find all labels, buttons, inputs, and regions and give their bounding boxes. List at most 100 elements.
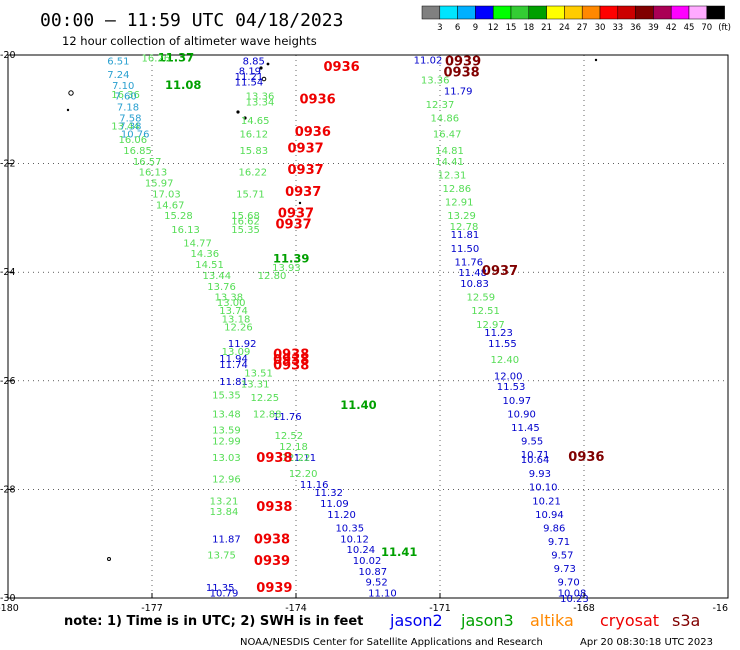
island-marker [266,62,270,66]
data-point-label: 10.64 [521,455,550,466]
data-point-label: 11.48 [458,268,487,279]
data-point-label: 0939 [254,554,290,569]
data-point-label: 0937 [276,217,312,232]
data-point-label: 12.51 [471,306,500,317]
data-point-label: 0938 [273,359,309,374]
data-point-label: 12.86 [442,184,471,195]
data-point-label: 12.96 [212,475,241,486]
data-point-label: 16.85 [123,146,152,157]
data-point-label: 9.70 [558,578,580,589]
colorbar-label: 15 [506,23,517,33]
data-point-label: 13.18 [222,314,251,325]
data-point-label: 10.12 [340,534,369,545]
data-point-label: 11.50 [451,244,480,255]
data-point-label: 12.52 [274,431,303,442]
colorbar-swatch [653,5,672,20]
data-point-label: 14.81 [435,146,464,157]
island-marker [68,90,74,96]
data-point-label: 13.44 [111,122,140,133]
data-point-label: 12.31 [438,170,467,181]
data-point-label: 0936 [295,125,331,140]
colorbar-swatch [475,5,494,20]
data-point-label: 12.97 [476,320,505,331]
colorbar-swatch [510,5,530,20]
data-point-label: 11.23 [484,328,513,339]
colorbar-label: 70 [701,23,712,33]
data-point-label: 11.20 [327,510,356,521]
colorbar-swatch [492,5,512,20]
data-point-label: 9.57 [551,551,573,562]
data-point-label: 7.60 [114,92,136,103]
data-point-label: 10.79 [210,589,239,600]
data-point-label: 13.48 [212,409,241,420]
data-point-label: 16.26 [142,54,171,65]
data-point-label: 10.90 [507,409,536,420]
data-point-label: 0938 [273,348,309,363]
data-point-label: 16.13 [139,168,168,179]
colorbar-swatch [528,5,547,20]
data-point-label: 16.62 [231,217,260,228]
data-point-label: 11.09 [320,499,349,510]
data-point-label: 15.28 [164,211,193,222]
data-point-label: 12.26 [224,323,253,334]
axis-ticks: -180 -177 -174 -171 -168 -16 -20 -22 -24 -26 -28 -3… [0,50,729,614]
colorbar-label: 27 [577,23,588,33]
data-point-label: 10.83 [460,279,489,290]
legend-entry-cryosat: cryosat [600,611,659,630]
y-tick-label: -20 [0,50,16,61]
data-point-label: 0938 [254,532,290,547]
colorbar-swatch [635,5,654,20]
data-point-label: 11.35 [206,583,235,594]
data-point-label: 14.65 [241,116,270,127]
data-point-label: 12.00 [494,371,523,382]
data-point-label: 10.71 [521,450,550,461]
colorbar-label: 24 [559,23,570,33]
data-point-label: 13.00 [217,298,246,309]
x-tick-label: -168 [573,603,595,614]
data-point-label: 12.22 [282,453,311,464]
data-point-label: 13.38 [214,293,243,304]
data-point-label: 0937 [285,185,321,200]
legend-entry-jason3: jason3 [460,611,514,630]
island-marker [261,76,267,82]
x-tick-label: -177 [141,603,163,614]
colorbar-swatch [564,5,583,20]
data-point-label: 11.11 [287,453,316,464]
colorbar-swatch [421,5,441,20]
data-point-label: 10.02 [353,556,382,567]
island-marker [259,66,263,70]
x-tick-label: -16 [712,603,728,614]
data-point-label: 8.85 [243,56,265,67]
data-point-label: 9.71 [548,537,570,548]
data-point-label: 13.29 [447,211,476,222]
data-point-label: 14.86 [430,113,459,124]
data-point-label: 12.18 [279,442,308,453]
legend: jason2 jason3 altika cryosat s3a [389,611,700,630]
data-point-label: 15.83 [239,146,268,157]
data-point-label: 15.35 [212,390,241,401]
data-point-label: 15.35 [231,225,260,236]
data-point-label: 11.92 [228,339,257,350]
legend-entry-jason2: jason2 [389,611,443,630]
data-point-label: 12.88 [253,409,282,420]
data-point-label: 16.47 [433,130,462,141]
data-point-label: 11.79 [444,86,473,97]
data-point-label: 10.76 [121,130,150,141]
colorbar-swatch [599,5,619,20]
colorbar-label: 3 [437,23,442,33]
data-point-label: 7.24 [107,70,129,81]
plot-area [7,54,729,599]
island-marker [298,201,302,205]
data-point-label: 0937 [278,207,314,222]
data-point-label: 11.94 [219,354,248,365]
colorbar-label: 42 [666,23,677,33]
data-point-label: 11.45 [511,423,540,434]
data-point-label: 10.08 [558,589,587,600]
colorbar-swatch [457,5,476,20]
data-point-label: 10.94 [535,510,564,521]
x-tick-label: -180 [0,603,19,614]
island-marker [243,116,247,120]
island-marker [594,58,598,62]
data-point-label: 12.91 [445,198,474,209]
data-point-label: 11.87 [212,534,241,545]
